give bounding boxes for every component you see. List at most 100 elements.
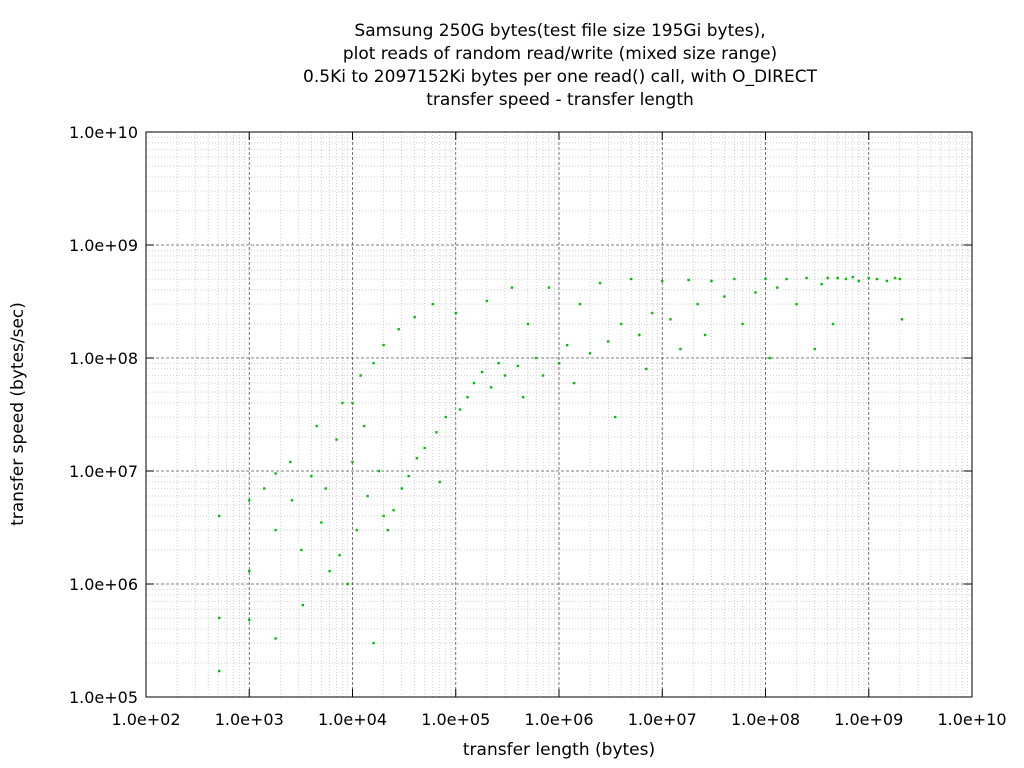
data-point — [218, 616, 221, 620]
data-point — [328, 569, 331, 573]
data-point — [785, 277, 788, 281]
data-point — [661, 279, 664, 283]
data-point — [795, 302, 798, 306]
data-point — [836, 276, 839, 280]
data-point — [557, 361, 561, 365]
data-point — [248, 618, 251, 622]
data-point — [820, 282, 823, 286]
data-point — [382, 343, 385, 347]
data-point — [351, 401, 354, 405]
x-tick-label: 1.0e+07 — [628, 710, 697, 729]
data-point — [438, 480, 441, 484]
y-tick-label: 1.0e+06 — [69, 575, 138, 594]
data-point — [503, 374, 507, 377]
data-point — [768, 356, 771, 360]
data-point — [363, 424, 366, 428]
chart-title-line-4: transfer speed - transfer length — [426, 90, 694, 110]
data-point — [335, 438, 338, 441]
x-tick-label: 1.0e+04 — [318, 710, 387, 729]
data-point — [290, 499, 294, 502]
x-tick-label: 1.0e+10 — [937, 710, 1006, 729]
data-point — [431, 302, 435, 306]
data-point — [392, 508, 395, 512]
data-point — [274, 472, 277, 475]
data-point — [274, 528, 277, 532]
data-point — [351, 460, 354, 464]
data-point — [867, 276, 870, 280]
y-tick-label: 1.0e+05 — [69, 688, 138, 707]
x-tick-label: 1.0e+03 — [215, 710, 284, 729]
data-point — [679, 347, 682, 351]
data-point — [472, 381, 476, 385]
data-point — [320, 521, 323, 524]
data-point — [444, 415, 447, 419]
data-point — [547, 286, 551, 289]
data-point — [857, 279, 860, 283]
data-point — [741, 322, 744, 326]
data-point — [521, 395, 525, 399]
x-axis-ticks: 1.0e+02 1.0e+03 1.0e+04 1.0e+05 1.0e+06 1.0e+… — [111, 132, 1007, 729]
data-point — [875, 277, 879, 281]
y-tick-label: 1.0e+09 — [69, 236, 138, 255]
x-tick-label: 1.0e+08 — [731, 710, 800, 729]
data-point — [613, 415, 617, 419]
data-point — [629, 277, 633, 281]
x-tick-label: 1.0e+06 — [524, 710, 593, 729]
data-point — [578, 302, 582, 306]
data-point — [386, 528, 390, 532]
data-point — [754, 291, 757, 294]
data-point — [274, 637, 277, 640]
data-points — [218, 275, 904, 673]
data-point — [687, 278, 690, 282]
data-point — [300, 548, 303, 552]
y-tick-label: 1.0e+07 — [69, 462, 138, 481]
data-point — [645, 367, 648, 371]
data-point — [407, 474, 410, 478]
data-point — [651, 311, 654, 315]
data-point — [696, 302, 699, 306]
data-point — [397, 327, 400, 331]
data-point — [733, 277, 736, 281]
data-point — [359, 374, 362, 377]
data-point — [898, 277, 902, 281]
data-point — [619, 322, 623, 326]
data-point — [372, 641, 375, 645]
data-point — [218, 514, 221, 518]
data-point — [466, 395, 469, 399]
data-point — [510, 286, 514, 289]
data-point — [526, 322, 530, 326]
data-point — [572, 381, 576, 385]
data-point — [489, 386, 493, 389]
data-point — [400, 487, 403, 490]
data-point — [454, 311, 457, 315]
x-tick-label: 1.0e+05 — [421, 710, 490, 729]
x-tick-label: 1.0e+02 — [111, 710, 180, 729]
chart-title-line-3: 0.5Ki to 2097152Ki bytes per one read() … — [303, 67, 817, 87]
data-point — [776, 286, 779, 289]
data-point — [372, 361, 375, 365]
data-point — [423, 446, 426, 450]
data-point — [598, 281, 602, 285]
data-point — [565, 343, 569, 347]
data-point — [435, 431, 438, 434]
data-point — [516, 364, 520, 368]
data-point — [534, 356, 538, 360]
data-point — [588, 352, 592, 355]
data-point — [710, 279, 713, 283]
data-point — [723, 295, 726, 298]
data-point — [355, 528, 358, 532]
data-point — [346, 582, 349, 586]
data-point — [324, 487, 327, 490]
x-axis-label: transfer length (bytes) — [462, 740, 656, 760]
y-tick-label: 1.0e+08 — [69, 349, 138, 368]
data-point — [851, 275, 854, 279]
data-point — [607, 340, 610, 343]
data-point — [844, 277, 848, 281]
data-point — [831, 322, 835, 326]
data-point — [805, 276, 808, 280]
data-point — [315, 424, 318, 428]
data-point — [366, 494, 369, 498]
data-point — [415, 456, 419, 460]
data-point — [497, 361, 500, 365]
